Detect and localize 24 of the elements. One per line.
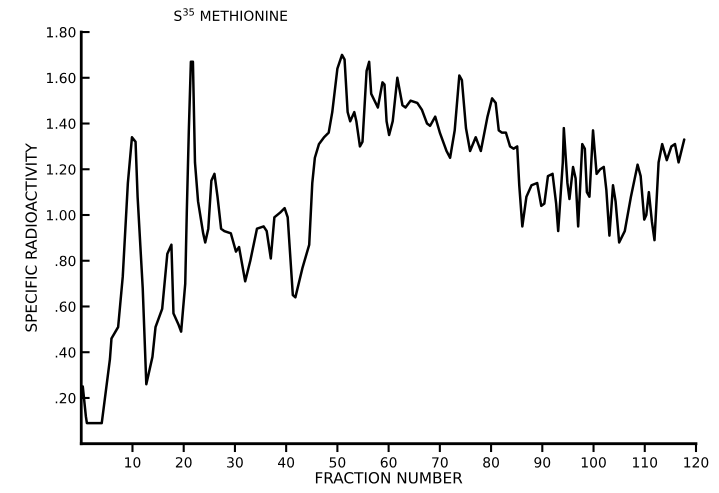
y-tick-label: .80 [56,256,76,266]
x-tick-label: 110 [633,457,658,468]
x-tick-label: 50 [330,457,346,468]
y-tick-label: 1.60 [46,72,76,84]
x-tick-label: 10 [125,457,140,468]
x-tick-label: 60 [380,457,397,468]
x-tick-label: 120 [684,457,708,468]
x-tick-label: 90 [534,457,550,468]
y-tick-label: 1.20 [46,164,76,175]
x-tick-label: 20 [176,457,192,468]
x-tick-label: 70 [432,457,448,468]
x-tick-label: 100 [582,457,606,468]
chart-title: S$^{35}$ METHIONINE [174,8,288,22]
x-tick-label: 40 [278,457,294,468]
x-tick-label: 80 [483,457,499,468]
y-axis-title: SPECIFIC RADIOACTIVITY [25,143,37,332]
y-tick-label: 1.40 [46,118,76,129]
x-tick-label: 30 [227,457,243,468]
y-tick-label: 1.00 [46,210,76,220]
y-tick-label: .40 [56,347,76,358]
y-tick-label: 1.80 [46,27,76,38]
y-tick-label: .20 [56,392,76,404]
y-tick-label: .60 [56,301,76,312]
x-axis-title: FRACTION NUMBER [316,472,462,484]
